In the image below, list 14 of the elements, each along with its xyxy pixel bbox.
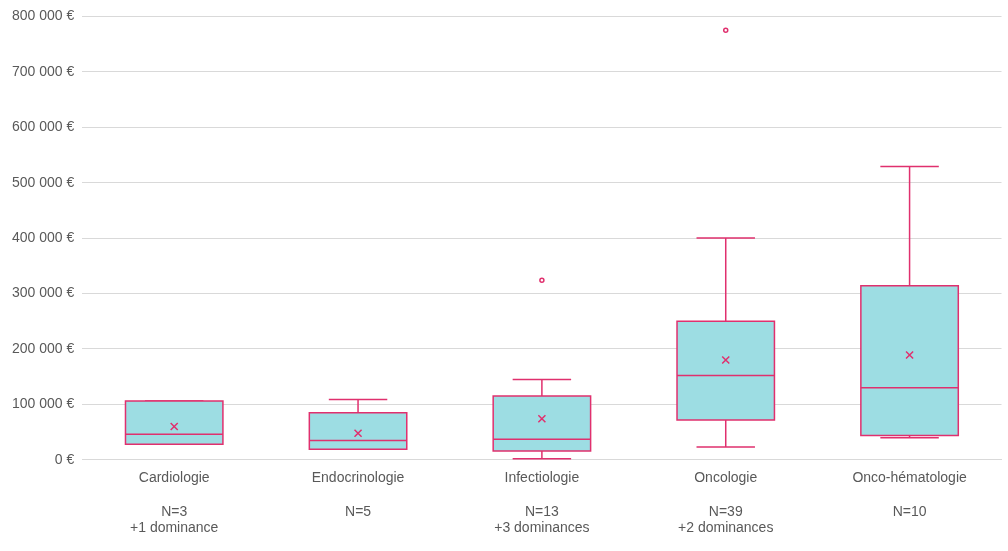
y-tick-label: 200 000 € xyxy=(11,339,75,356)
category-label: Onco-hématologie N=10 xyxy=(852,469,967,519)
category-label: Infectiologie N=13 +3 dominances xyxy=(494,469,590,536)
y-tick-label: 400 000 € xyxy=(11,228,75,245)
category-label: Oncologie N=39 +2 dominances xyxy=(678,469,774,536)
category-label: Cardiologie N=3 +1 dominance xyxy=(130,469,219,536)
y-tick-label: 100 000 € xyxy=(11,395,75,412)
y-tick-label: 600 000 € xyxy=(11,118,75,135)
y-tick-label: 500 000 € xyxy=(11,173,75,190)
y-tick-label: 700 000 € xyxy=(11,62,75,79)
y-tick-label: 0 € xyxy=(54,450,75,467)
category-label: Endocrinologie N=5 xyxy=(311,469,405,519)
y-tick-label: 300 000 € xyxy=(11,284,75,301)
y-tick-label: 800 000 € xyxy=(11,7,75,24)
